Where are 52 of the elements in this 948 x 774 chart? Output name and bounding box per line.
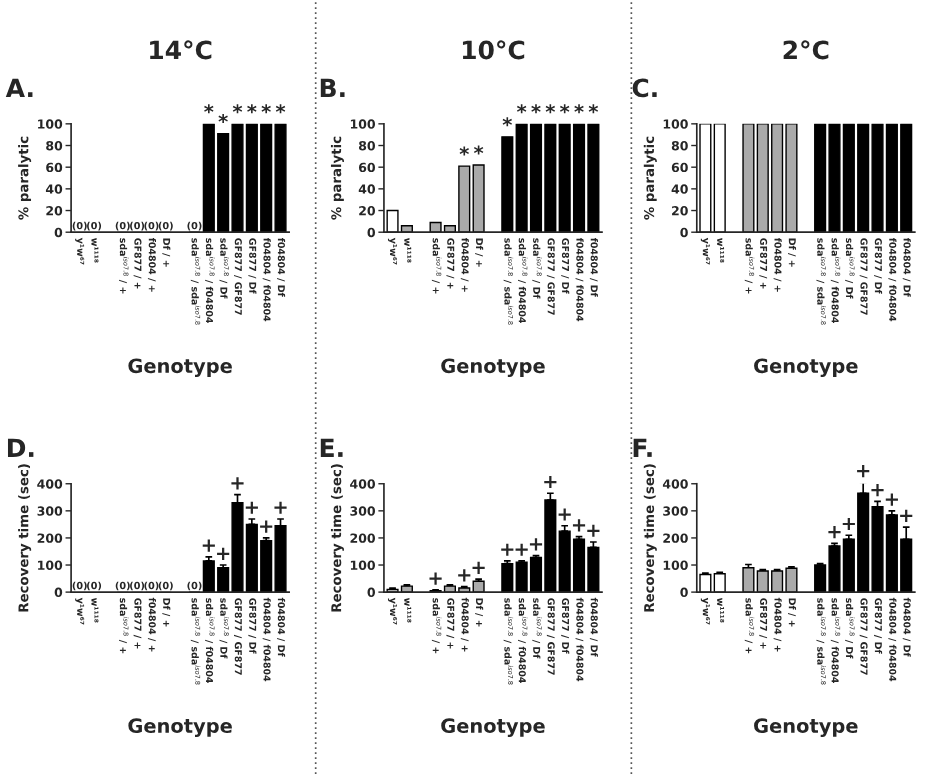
chart-title: 10°C	[462, 40, 525, 60]
chart-subtitle: D.	[7, 438, 34, 457]
data-label: *	[247, 104, 257, 114]
data-label: +	[472, 561, 485, 574]
data-label: +	[501, 543, 514, 556]
data-label: +	[458, 569, 471, 582]
data-label: +	[572, 519, 586, 532]
data-label: +	[558, 508, 571, 521]
data-label: +	[857, 465, 870, 478]
data-label: *	[261, 104, 271, 114]
data-label: +	[260, 520, 273, 533]
chart-subtitle: A.	[5, 78, 33, 97]
data-label: +	[245, 501, 258, 514]
data-label: *	[275, 104, 286, 114]
data-label: +	[587, 524, 600, 537]
x-axis-title: Genotype	[128, 358, 232, 378]
chart-subtitle: F.	[633, 438, 652, 457]
data-label: +	[529, 538, 543, 551]
chart-subtitle: E.	[320, 438, 343, 457]
data-label: *	[459, 146, 469, 156]
x-axis-title: Genotype	[128, 718, 232, 737]
data-label: +	[217, 547, 230, 560]
data-label: *	[531, 104, 541, 114]
chart-subtitle: B.	[320, 78, 345, 97]
data-label: +	[885, 493, 898, 506]
chart-title: 2°C	[783, 40, 829, 60]
x-axis-title: Genotype	[441, 718, 545, 737]
x-axis-title: Genotype	[754, 358, 858, 378]
data-label: +	[429, 572, 442, 585]
data-label: +	[828, 526, 841, 539]
data-label: +	[900, 509, 913, 522]
data-label: +	[842, 517, 855, 531]
data-label: *	[545, 104, 556, 114]
data-label: +	[544, 475, 557, 489]
data-label: +	[274, 501, 287, 514]
data-label: *	[574, 104, 584, 114]
data-label: +	[202, 539, 215, 552]
data-label: +	[871, 484, 884, 497]
data-label: *	[232, 104, 243, 114]
data-label: *	[204, 104, 214, 114]
data-label: *	[473, 145, 484, 155]
data-label: *	[218, 114, 228, 124]
data-label: *	[502, 117, 512, 127]
data-label: *	[516, 104, 527, 114]
data-label: *	[559, 104, 570, 114]
chart-title: 14°C	[150, 40, 212, 60]
data-label: +	[515, 543, 528, 556]
x-axis-title: Genotype	[754, 718, 858, 737]
chart-subtitle: C.	[632, 78, 657, 98]
data-label: *	[588, 104, 599, 114]
data-label: +	[231, 477, 244, 490]
x-axis-title: Genotype	[441, 358, 545, 378]
